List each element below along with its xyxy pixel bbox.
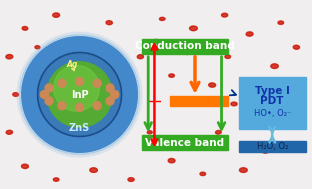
Ellipse shape [93, 102, 101, 110]
Ellipse shape [22, 37, 137, 152]
Ellipse shape [17, 32, 142, 157]
Ellipse shape [168, 158, 175, 163]
Ellipse shape [209, 83, 216, 87]
Ellipse shape [47, 62, 112, 127]
Ellipse shape [106, 84, 114, 92]
Ellipse shape [225, 55, 231, 58]
Ellipse shape [13, 93, 18, 96]
Ellipse shape [53, 65, 99, 111]
Ellipse shape [178, 140, 184, 144]
Ellipse shape [85, 40, 90, 43]
Ellipse shape [93, 79, 101, 87]
Ellipse shape [271, 64, 278, 68]
Ellipse shape [39, 54, 120, 135]
Ellipse shape [294, 93, 299, 96]
Ellipse shape [190, 26, 197, 31]
Bar [239, 77, 306, 129]
Text: Type I: Type I [255, 86, 290, 96]
Ellipse shape [185, 51, 190, 54]
Ellipse shape [43, 74, 50, 78]
Ellipse shape [216, 130, 221, 134]
Ellipse shape [53, 178, 59, 181]
Bar [170, 96, 228, 106]
Ellipse shape [58, 102, 66, 110]
Bar [142, 39, 228, 54]
Ellipse shape [262, 149, 268, 153]
Text: Ag level: Ag level [178, 97, 219, 106]
Ellipse shape [6, 130, 12, 134]
FancyArrowPatch shape [230, 90, 236, 95]
Bar [239, 141, 306, 152]
Ellipse shape [53, 13, 60, 17]
Bar [142, 135, 228, 150]
Ellipse shape [240, 168, 247, 172]
Ellipse shape [278, 21, 284, 24]
Ellipse shape [159, 17, 165, 20]
Text: HO•, O₂⁻: HO•, O₂⁻ [254, 109, 291, 118]
Ellipse shape [6, 55, 13, 59]
Ellipse shape [137, 55, 144, 59]
Text: H₂O, O₂: H₂O, O₂ [256, 142, 288, 151]
Ellipse shape [22, 26, 28, 30]
Ellipse shape [90, 168, 97, 172]
Ellipse shape [45, 84, 53, 92]
Ellipse shape [37, 52, 122, 137]
Ellipse shape [246, 32, 253, 36]
Text: Conduction band: Conduction band [135, 41, 235, 51]
Text: PDT: PDT [261, 96, 284, 106]
Ellipse shape [22, 164, 28, 168]
Ellipse shape [147, 131, 152, 134]
Ellipse shape [45, 97, 53, 105]
Ellipse shape [253, 112, 258, 115]
Ellipse shape [22, 37, 137, 152]
Text: ZnS: ZnS [69, 123, 90, 133]
Ellipse shape [76, 103, 84, 112]
Ellipse shape [284, 121, 290, 125]
Ellipse shape [66, 102, 71, 105]
Ellipse shape [111, 91, 119, 98]
Text: InP: InP [71, 90, 88, 99]
Ellipse shape [76, 77, 84, 86]
Text: Ag: Ag [66, 60, 77, 69]
Ellipse shape [58, 79, 66, 87]
Ellipse shape [128, 178, 134, 181]
Ellipse shape [200, 172, 206, 176]
Ellipse shape [231, 102, 237, 106]
Ellipse shape [35, 46, 40, 49]
Ellipse shape [293, 45, 300, 49]
Ellipse shape [106, 21, 112, 25]
Ellipse shape [115, 83, 122, 87]
Ellipse shape [28, 111, 34, 115]
Ellipse shape [169, 74, 174, 77]
Ellipse shape [40, 91, 48, 98]
Ellipse shape [20, 34, 139, 155]
Ellipse shape [106, 97, 114, 105]
Ellipse shape [222, 13, 228, 17]
Ellipse shape [153, 39, 159, 44]
Text: Valence band: Valence band [145, 138, 224, 148]
